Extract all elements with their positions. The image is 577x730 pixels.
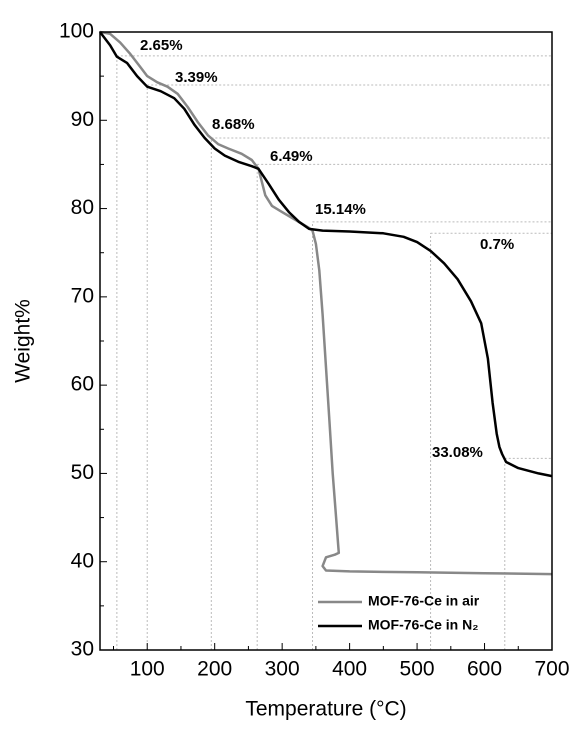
series-line xyxy=(99,30,553,576)
x-tick-label: 500 xyxy=(400,658,435,681)
annotation: 3.39% xyxy=(175,69,218,86)
y-axis-label: Weight% xyxy=(12,299,35,383)
annotation: 8.68% xyxy=(212,116,255,133)
x-tick-label: 300 xyxy=(265,658,300,681)
x-tick-label: 400 xyxy=(332,658,367,681)
y-tick-label: 100 xyxy=(59,20,94,43)
x-tick-label: 700 xyxy=(534,658,569,681)
legend-label: MOF-76-Ce in N₂ xyxy=(368,617,478,633)
x-tick-label: 100 xyxy=(130,658,165,681)
x-tick-label: 600 xyxy=(467,658,502,681)
plot-frame xyxy=(99,31,553,651)
y-tick-label: 30 xyxy=(71,638,94,661)
y-tick-label: 70 xyxy=(71,284,94,307)
x-axis-label: Temperature (°C) xyxy=(245,698,406,721)
annotation: 2.65% xyxy=(140,37,183,54)
y-tick-label: 80 xyxy=(71,196,94,219)
annotation: 33.08% xyxy=(432,444,483,461)
series-line xyxy=(99,31,553,478)
y-tick-label: 40 xyxy=(71,549,94,572)
annotation: 0.7% xyxy=(480,236,514,253)
y-tick-label: 90 xyxy=(71,108,94,131)
legend-label: MOF-76-Ce in air xyxy=(368,593,480,609)
x-tick-label: 200 xyxy=(197,658,232,681)
y-tick-label: 60 xyxy=(71,373,94,396)
y-tick-label: 50 xyxy=(71,461,94,484)
annotation: 15.14% xyxy=(315,201,366,218)
annotation: 6.49% xyxy=(270,148,313,165)
